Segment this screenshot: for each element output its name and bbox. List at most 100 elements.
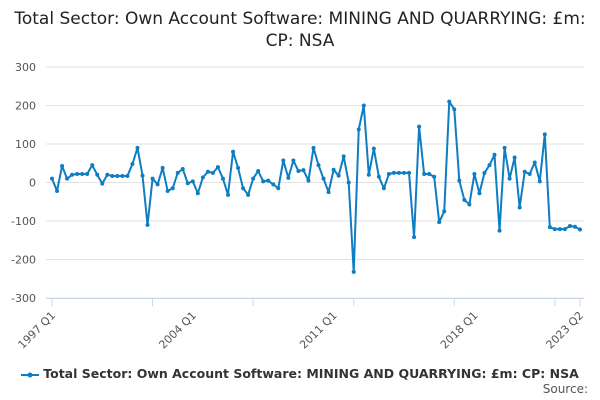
data-point [105,172,110,177]
data-point [527,172,532,177]
data-point [407,170,412,175]
data-point [125,173,130,178]
data-point [366,172,371,177]
data-point [236,165,241,170]
data-point [452,107,457,112]
data-point [427,172,432,177]
data-point [477,191,482,196]
data-point [276,186,281,191]
data-point [547,225,552,230]
data-point [356,127,361,132]
data-point [60,163,65,168]
data-point [321,176,326,181]
data-point [381,186,386,191]
source-label: Source: [542,382,588,396]
data-point [155,182,160,187]
data-point [200,175,205,180]
data-point [417,124,422,129]
data-point [185,181,190,186]
data-point [55,188,60,193]
data-point [75,172,80,177]
y-tick-label: -100 [11,215,36,228]
data-point [130,162,135,167]
data-point [311,145,316,150]
data-point [482,170,487,175]
data-point [226,192,230,197]
data-point [306,178,311,183]
data-point [512,155,517,160]
data-point [447,99,452,104]
data-point [502,145,507,150]
data-point [578,227,582,232]
data-point [195,191,200,196]
data-point [95,172,100,177]
data-point [150,176,155,181]
data-point [572,224,577,229]
data-point [70,172,75,177]
data-point [552,227,557,232]
data-point [85,172,90,177]
data-point [241,186,246,191]
y-tick-label: 100 [15,138,36,151]
data-point [507,176,512,181]
data-point [391,170,396,175]
data-point [170,186,175,191]
data-point [215,165,220,170]
data-point [120,173,125,178]
data-point [291,158,296,163]
series-line [51,100,581,273]
data-point [537,179,542,184]
data-point [90,163,95,168]
data-point [180,167,185,172]
data-point [296,168,301,173]
data-point [376,174,381,179]
y-tick-label: -200 [11,254,36,267]
data-point [457,178,462,183]
y-tick-label: 200 [15,100,36,113]
data-point [562,227,567,232]
data-point [266,178,271,183]
y-tick-label: 300 [15,61,36,74]
data-point [402,170,406,175]
data-point [487,163,492,168]
data-point [386,172,391,177]
data-point [442,209,447,214]
data-point [65,176,70,181]
data-point [472,172,477,177]
data-point [422,172,427,177]
data-point [497,228,502,233]
data-point [351,269,356,274]
legend-label: Total Sector: Own Account Software: MINI… [43,366,579,381]
data-point [145,222,150,227]
y-tick-label: 0 [29,177,36,190]
x-tick-label: 2018 Q1 [438,309,481,352]
data-point [160,165,165,170]
x-tick-label: 2011 Q1 [297,309,340,352]
data-point [326,190,331,195]
data-point [135,145,140,150]
data-point [492,152,497,157]
data-point [165,188,170,193]
data-point [175,170,180,175]
legend[interactable]: Total Sector: Own Account Software: MINI… [0,366,600,381]
data-point [115,173,120,178]
data-point [286,175,291,180]
data-point [557,227,562,232]
data-point [522,169,527,174]
data-point [462,197,467,202]
chart-title: Total Sector: Own Account Software: MINI… [14,9,586,51]
data-point [567,224,572,229]
x-tick-label: 1997 Q1 [16,309,59,352]
data-point [110,173,115,178]
data-point [432,174,437,179]
data-point [261,179,266,184]
data-point [210,170,215,175]
data-point [346,180,351,185]
data-point [205,169,210,174]
data-point [190,179,195,184]
data-point [271,182,276,187]
data-point [301,168,306,173]
data-point [412,235,417,240]
data-point [532,160,537,165]
